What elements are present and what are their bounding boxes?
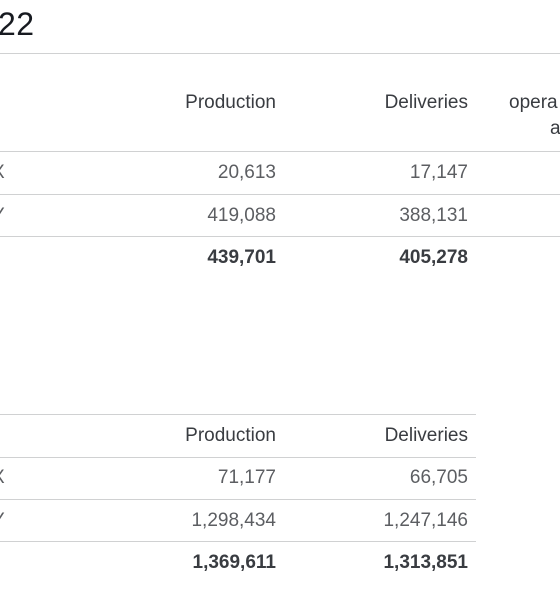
column-header-deliveries: Deliveries: [384, 92, 468, 113]
column-header-deliveries: Deliveries: [384, 425, 468, 446]
production-value: 419,088: [207, 205, 276, 226]
deliveries-value: 17,147: [409, 162, 468, 183]
column-header-production: Production: [185, 92, 276, 113]
row-label: X: [0, 161, 5, 185]
table-top-border: [0, 414, 476, 415]
column-header-operating-leases: opera: [509, 92, 558, 113]
table-divider: [0, 194, 560, 195]
column-header-production: Production: [185, 425, 276, 446]
column-header-operating-leases-line2: a: [550, 118, 560, 139]
total-deliveries-value: 405,278: [399, 247, 468, 268]
deliveries-value: 388,131: [399, 205, 468, 226]
total-production-value: 439,701: [207, 247, 276, 268]
table-divider: [0, 151, 560, 152]
row-label: Y: [0, 509, 5, 533]
row-label: Y: [0, 204, 5, 228]
deliveries-value: 1,247,146: [383, 510, 468, 531]
table-divider: [0, 457, 476, 458]
section-heading: 22: [0, 6, 35, 42]
production-value: 20,613: [217, 162, 276, 183]
total-production-value: 1,369,611: [192, 552, 276, 573]
row-label: X: [0, 466, 5, 490]
table-divider: [0, 236, 560, 237]
production-value: 1,298,434: [191, 510, 276, 531]
total-deliveries-value: 1,313,851: [383, 552, 468, 573]
table-divider: [0, 541, 476, 542]
heading-divider: [0, 53, 560, 54]
deliveries-value: 66,705: [409, 467, 468, 488]
production-value: 71,177: [217, 467, 276, 488]
table-divider: [0, 499, 476, 500]
